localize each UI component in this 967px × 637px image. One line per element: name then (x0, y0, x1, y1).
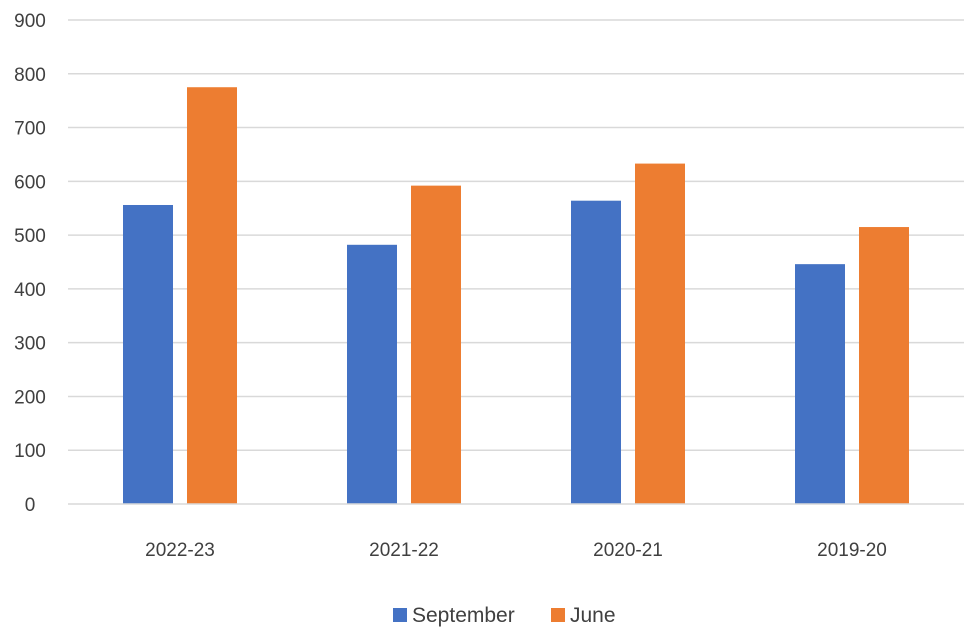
y-tick-label: 700 (14, 119, 46, 140)
y-tick-label: 800 (14, 65, 46, 86)
y-tick-label: 300 (14, 334, 46, 355)
bar-june-2019-20 (859, 227, 909, 505)
bar-june-2020-21 (635, 163, 685, 504)
bars (123, 87, 909, 505)
y-axis: 0 100 200 300 400 500 600 700 800 900 (14, 11, 46, 516)
x-tick-label: 2019-20 (817, 540, 887, 561)
x-tick-label: 2020-21 (593, 540, 663, 561)
bar-september-2020-21 (571, 200, 621, 504)
x-axis: 2022-23 2021-22 2020-21 2019-20 (145, 540, 887, 561)
bar-september-2019-20 (795, 264, 845, 504)
legend-swatch-september (393, 608, 407, 622)
x-tick-label: 2021-22 (369, 540, 439, 561)
bar-september-2022-23 (123, 204, 173, 505)
bar-september-2021-22 (347, 244, 397, 504)
y-tick-label: 100 (14, 441, 46, 462)
y-tick-label: 900 (14, 11, 46, 32)
y-tick-label: 200 (14, 387, 46, 408)
y-tick-label: 600 (14, 172, 46, 193)
x-tick-label: 2022-23 (145, 540, 215, 561)
y-tick-label: 500 (14, 226, 46, 247)
bar-june-2022-23 (187, 87, 237, 504)
legend-swatch-june (551, 608, 565, 622)
legend: September June (393, 604, 616, 627)
y-tick-label: 400 (14, 280, 46, 301)
legend-label-september: September (412, 604, 515, 627)
y-tick-label: 0 (25, 495, 36, 516)
bar-june-2021-22 (411, 185, 461, 504)
legend-label-june: June (570, 604, 616, 627)
